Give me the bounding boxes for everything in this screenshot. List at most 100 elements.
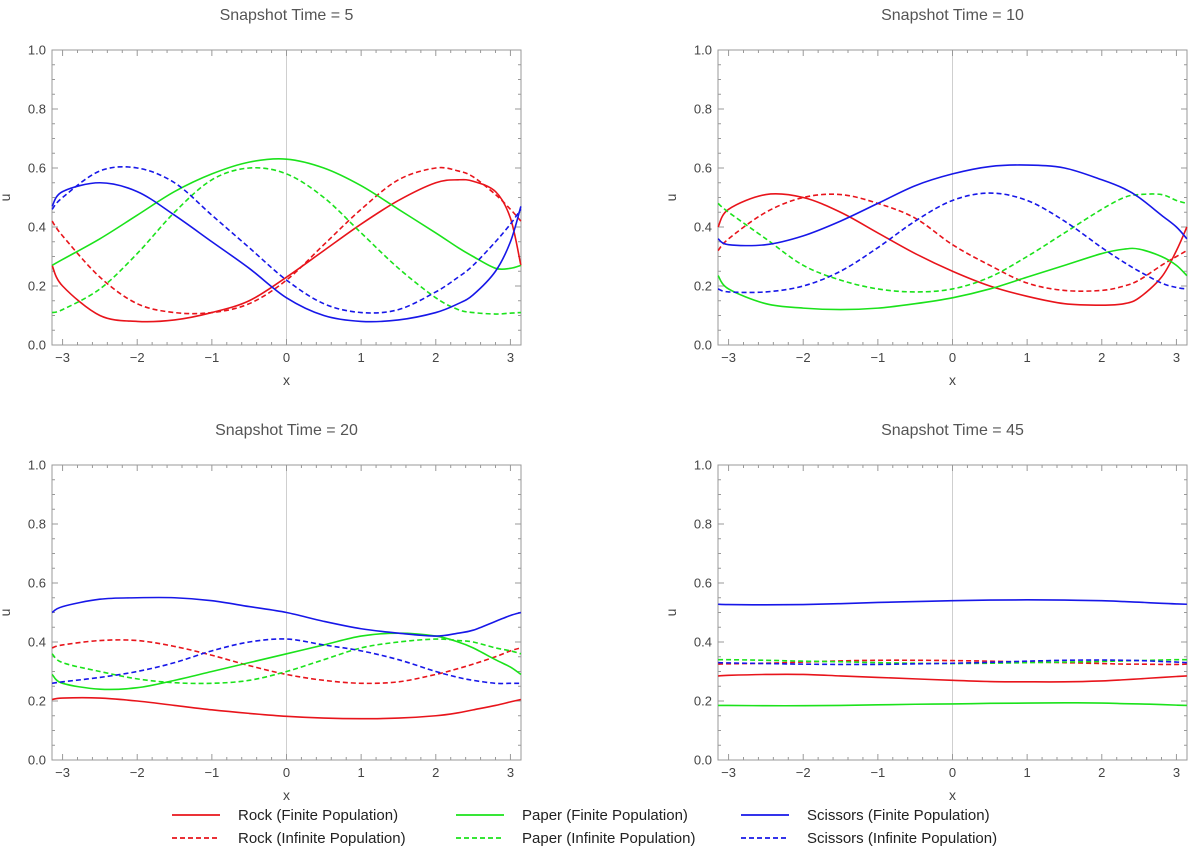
x-tick-label: 0 [283, 350, 290, 365]
series-line-paper-infinite-population [51, 166, 521, 315]
y-tick-label: 0.6 [28, 576, 46, 591]
series-line-paper-infinite-population [51, 638, 522, 685]
y-tick-label: 0.0 [28, 753, 46, 768]
x-tick-label: −2 [130, 350, 145, 365]
y-tick-label: 0.4 [694, 220, 712, 235]
series-line-paper-finite-population [717, 247, 1188, 311]
series-line-rock-infinite-population [51, 166, 522, 315]
panel-title: Snapshot Time = 10 [881, 7, 1024, 24]
x-tick-label: −1 [204, 350, 219, 365]
x-tick-label: −3 [721, 350, 736, 365]
series-line-rock-finite-population [51, 696, 522, 720]
y-tick-label: 0.0 [28, 338, 46, 353]
legend: Rock (Finite Population) Rock (Infinite P… [172, 807, 997, 847]
series-line-paper-finite-population [51, 632, 522, 691]
x-tick-label: −3 [55, 350, 70, 365]
legend-item-scissors-infinite-population: Scissors (Infinite Population) [741, 830, 997, 847]
x-tick-label: 2 [1098, 350, 1105, 365]
x-axis-label: x [283, 787, 290, 803]
legend-label: Scissors (Finite Population) [807, 807, 990, 824]
y-tick-label: 0.8 [694, 102, 712, 117]
series-line-scissors-finite-population [51, 596, 522, 637]
y-tick-label: 1.0 [28, 458, 46, 473]
chart-panel-4: Snapshot Time = 45 0.0 0.2 0.4 0.6 0.8 1.0 −3 −2… [663, 422, 1188, 803]
panel-title: Snapshot Time = 45 [881, 422, 1024, 439]
series-line-scissors-finite-population [718, 599, 1187, 606]
legend-item-paper-infinite-population: Paper (Infinite Population) [456, 830, 695, 847]
y-tick-label: 0.8 [28, 102, 46, 117]
y-tick-label: 0.0 [694, 753, 712, 768]
series-line-paper-infinite-population [717, 193, 1188, 293]
legend-label: Scissors (Infinite Population) [807, 830, 997, 847]
series-line-scissors-infinite-population [51, 165, 522, 314]
legend-item-rock-finite-population: Rock (Finite Population) [172, 807, 398, 824]
x-tick-label: 0 [283, 765, 290, 780]
y-axis-label: u [663, 194, 679, 202]
series-line-paper-finite-population [718, 701, 1187, 707]
x-axis-label: x [283, 372, 290, 388]
x-tick-label: −1 [870, 350, 885, 365]
series-line-scissors-finite-population [51, 181, 522, 323]
x-tick-label: 2 [432, 765, 439, 780]
y-tick-label: 0.2 [694, 279, 712, 294]
x-axis-label: x [949, 787, 956, 803]
x-tick-label: 1 [1024, 765, 1031, 780]
series-line-rock-infinite-population [718, 659, 1187, 666]
y-tick-label: 0.0 [694, 338, 712, 353]
series-line-rock-finite-population [717, 192, 1188, 306]
chart-panel-1: Snapshot Time = 5 0.0 0.2 0.4 0.6 0.8 1.0 −3 −2 −… [0, 7, 522, 388]
panels: Snapshot Time = 5 0.0 0.2 0.4 0.6 0.8 1.0 −3 −2 −… [0, 7, 1188, 803]
legend-label: Paper (Finite Population) [522, 807, 688, 824]
panel-title: Snapshot Time = 20 [215, 422, 358, 439]
x-tick-label: −2 [796, 350, 811, 365]
x-tick-label: −1 [870, 765, 885, 780]
series-line-scissors-infinite-population [52, 638, 521, 685]
series-line-rock-finite-population [51, 178, 522, 323]
series-line-rock-infinite-population [51, 639, 522, 685]
x-tick-label: −3 [721, 765, 736, 780]
y-axis-label: u [0, 609, 13, 617]
y-tick-label: 0.2 [694, 694, 712, 709]
x-tick-label: 3 [1173, 765, 1180, 780]
panel-title: Snapshot Time = 5 [220, 7, 354, 24]
x-tick-label: −3 [55, 765, 70, 780]
x-axis-label: x [949, 372, 956, 388]
y-tick-label: 1.0 [694, 43, 712, 58]
series-line-rock-finite-population [718, 673, 1187, 683]
y-tick-label: 1.0 [694, 458, 712, 473]
legend-label: Rock (Infinite Population) [238, 830, 406, 847]
x-tick-label: 1 [358, 350, 365, 365]
legend-label: Paper (Infinite Population) [522, 830, 695, 847]
y-tick-label: 0.4 [694, 635, 712, 650]
y-axis-label: u [0, 194, 13, 202]
x-tick-label: 2 [432, 350, 439, 365]
chart-panel-2: Snapshot Time = 10 0.0 0.2 0.4 0.6 0.8 1.0 −3 −2… [663, 7, 1188, 388]
x-tick-label: −1 [204, 765, 219, 780]
y-tick-label: 0.2 [28, 279, 46, 294]
y-tick-label: 0.8 [28, 517, 46, 532]
y-tick-label: 0.4 [28, 635, 46, 650]
series-line-scissors-infinite-population [717, 192, 1187, 294]
y-tick-label: 0.6 [694, 161, 712, 176]
y-tick-label: 0.6 [28, 161, 46, 176]
y-tick-label: 0.6 [694, 576, 712, 591]
x-tick-label: 3 [507, 350, 514, 365]
y-tick-label: 0.4 [28, 220, 46, 235]
y-tick-label: 1.0 [28, 43, 46, 58]
legend-item-scissors-finite-population: Scissors (Finite Population) [741, 807, 990, 824]
chart-panel-3: Snapshot Time = 20 0.0 0.2 0.4 0.6 0.8 1.0 −3 −2… [0, 422, 522, 803]
x-tick-label: −2 [796, 765, 811, 780]
legend-label: Rock (Finite Population) [238, 807, 398, 824]
x-tick-label: 3 [1173, 350, 1180, 365]
legend-item-paper-finite-population: Paper (Finite Population) [456, 807, 688, 824]
x-tick-label: 1 [358, 765, 365, 780]
series-line-scissors-finite-population [717, 164, 1188, 247]
y-tick-label: 0.8 [694, 517, 712, 532]
x-tick-label: 1 [1024, 350, 1031, 365]
y-tick-label: 0.2 [28, 694, 46, 709]
x-tick-label: 0 [949, 350, 956, 365]
series-line-rock-infinite-population [717, 193, 1188, 292]
series-line-scissors-infinite-population [718, 659, 1187, 666]
x-tick-label: 3 [507, 765, 514, 780]
